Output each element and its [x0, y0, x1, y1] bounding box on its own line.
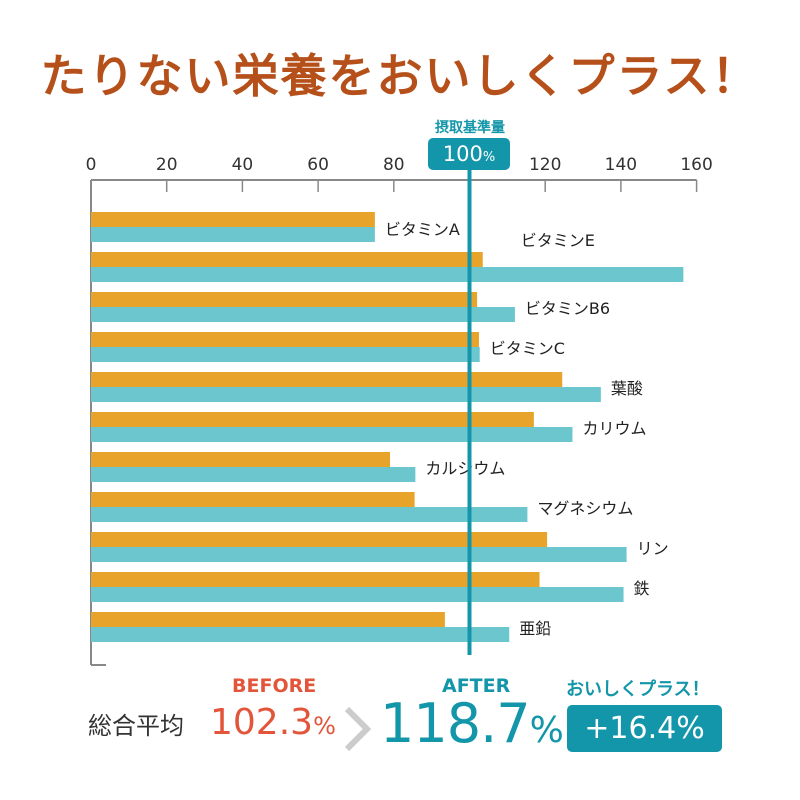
before-bar	[91, 572, 540, 587]
x-tick-label: 120	[529, 155, 561, 175]
category-label: 亜鉛	[519, 619, 551, 638]
after-bar	[91, 547, 627, 562]
x-tick-label: 40	[232, 155, 254, 175]
after-bar	[91, 627, 510, 642]
reference-unit: %	[482, 150, 496, 165]
before-bar	[91, 332, 479, 347]
average-label: 総合平均	[88, 712, 184, 740]
x-tick-label: 140	[605, 155, 637, 175]
category-label: マグネシウム	[537, 499, 633, 518]
category-label: 鉄	[634, 579, 650, 598]
before-bar	[91, 412, 534, 427]
x-tick-label: 20	[156, 155, 178, 175]
plus-heading: おいしくプラス！	[566, 679, 710, 700]
x-tick-label: 160	[680, 155, 712, 175]
reference-label: 摂取基準量	[435, 120, 505, 136]
category-label: リン	[637, 539, 669, 558]
before-bar	[91, 492, 415, 507]
reference-value: 100	[442, 142, 483, 166]
after-bar	[91, 507, 528, 522]
after-number: 118.7	[380, 692, 531, 755]
x-tick-label: 0	[86, 155, 97, 175]
bar-chart: 0 20 40 60 80 120 140 160 ビタミンA ビタミンE ビタミンB6 ビタミンC 葉…	[86, 155, 713, 666]
chevron-right-icon	[344, 706, 372, 752]
before-bar	[91, 212, 375, 227]
before-heading: BEFORE	[232, 675, 317, 697]
after-bar	[91, 587, 624, 602]
category-label: ビタミンC	[490, 339, 565, 358]
before-bar	[91, 292, 478, 307]
before-bar	[91, 452, 391, 467]
category-label: カリウム	[582, 419, 646, 438]
after-unit: %	[529, 710, 564, 751]
before-bar	[91, 372, 563, 387]
reference-badge: 100%	[428, 138, 510, 170]
after-bar	[91, 427, 573, 442]
x-tick-label: 60	[307, 155, 329, 175]
x-tick-label: 80	[383, 155, 405, 175]
category-label: ビタミンA	[385, 220, 460, 239]
after-bar	[91, 267, 684, 282]
before-bar	[91, 532, 548, 547]
before-number: 102.3	[210, 702, 314, 743]
page-title: たりない栄養をおいしくプラス！	[40, 49, 760, 103]
before-bar	[91, 612, 445, 627]
category-label: ビタミンB6	[525, 299, 610, 318]
category-label: ビタミンE	[521, 231, 595, 250]
category-label: 葉酸	[611, 379, 643, 398]
after-bar	[91, 347, 480, 362]
after-heading: AFTER	[442, 675, 511, 697]
category-label: カルシウム	[425, 459, 505, 478]
before-unit: %	[313, 712, 336, 740]
after-value: 118.7%	[380, 692, 564, 755]
before-bar	[91, 252, 483, 267]
after-bar	[91, 387, 601, 402]
after-bar	[91, 467, 416, 482]
before-value: 102.3%	[210, 702, 336, 743]
plus-badge: +16.4%	[567, 705, 722, 752]
after-bar	[91, 227, 375, 242]
after-bar	[91, 307, 515, 322]
